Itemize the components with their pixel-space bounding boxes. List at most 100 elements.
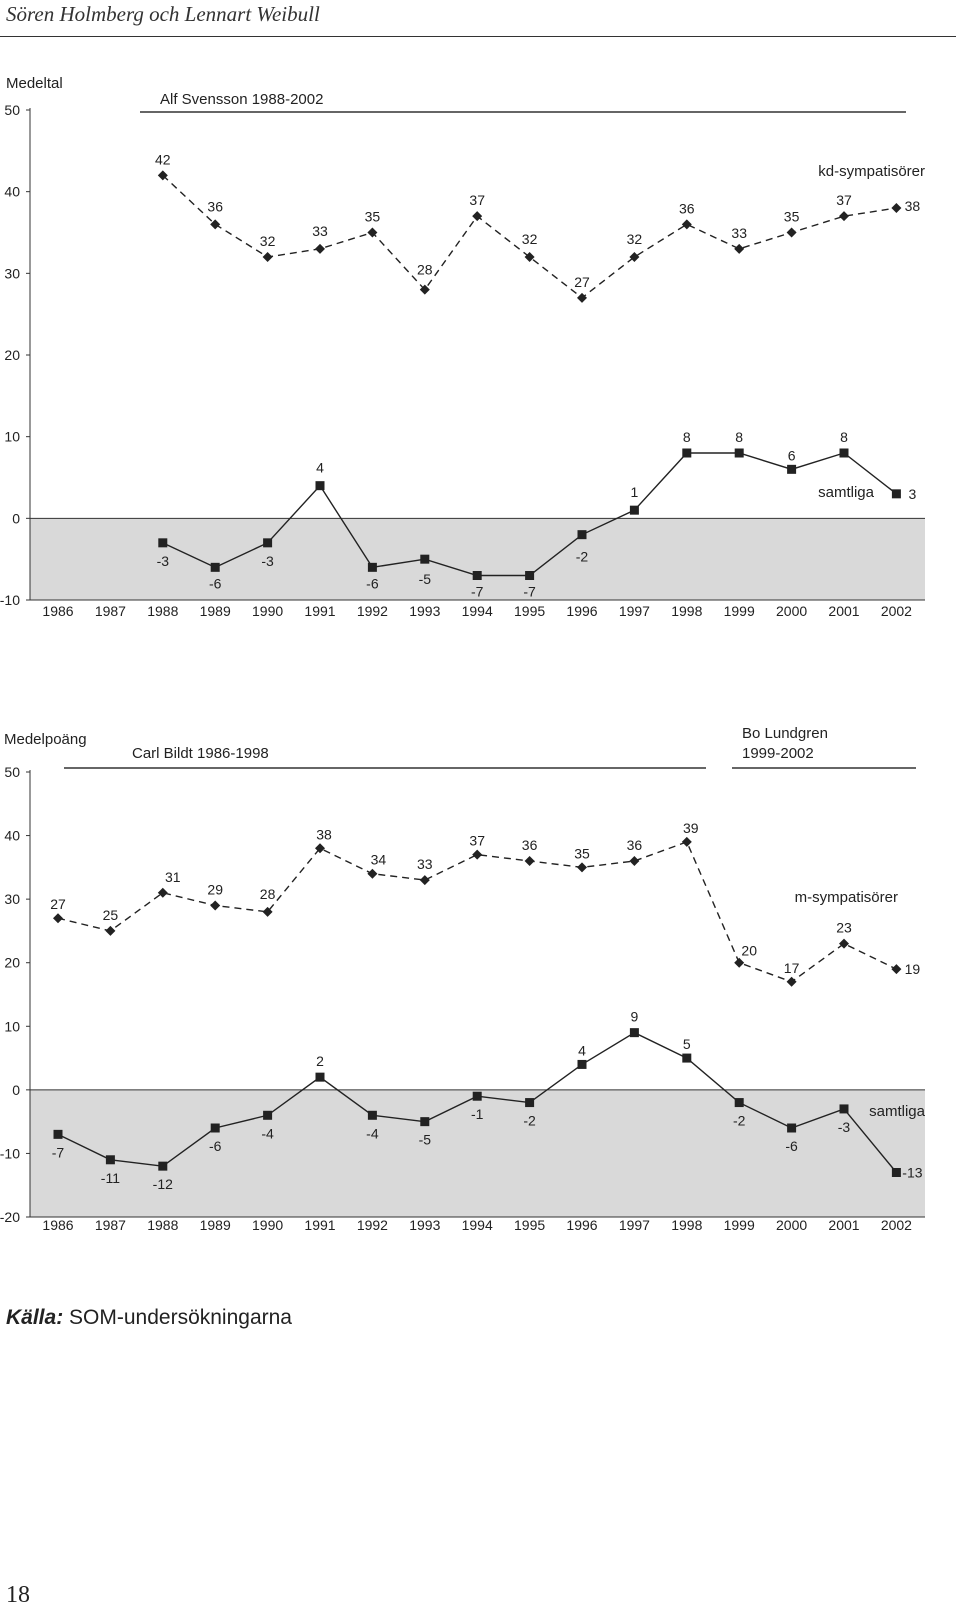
data-label: -4	[366, 1125, 379, 1141]
data-label: -2	[576, 549, 589, 565]
source-label: Källa:	[6, 1306, 64, 1329]
y-tick-label: -20	[0, 1209, 20, 1225]
data-point-square	[210, 1123, 220, 1133]
data-point-diamond	[419, 284, 430, 295]
x-tick-label: 1987	[95, 603, 126, 619]
series-name-label: m-sympatisörer	[795, 889, 898, 906]
x-tick-label: 1994	[462, 603, 493, 619]
data-point-diamond	[262, 906, 273, 917]
data-label: 37	[469, 192, 485, 208]
data-point-square	[682, 448, 692, 458]
chart-kd: -10 0 10 20 30 40 50 Medeltal 1986 1987 1988 1989 19…	[0, 75, 925, 619]
x-tick-label: 1990	[252, 1217, 283, 1233]
data-point-diamond	[53, 913, 63, 924]
data-label: 25	[103, 907, 119, 923]
data-label: 4	[578, 1042, 586, 1058]
data-label: 19	[905, 961, 921, 977]
data-point-diamond	[629, 856, 640, 866]
data-label: -7	[471, 584, 484, 600]
x-tick-label: 1999	[724, 603, 755, 619]
data-point-diamond	[105, 925, 116, 936]
y-tick-label: 0	[12, 510, 20, 526]
data-label: -3	[157, 553, 170, 569]
data-point-diamond	[786, 976, 797, 987]
data-point-diamond	[367, 868, 378, 879]
data-point-square	[734, 448, 744, 458]
data-point-square	[525, 1098, 535, 1108]
data-label: 17	[784, 960, 800, 976]
data-point-square	[53, 1129, 63, 1139]
x-tick-label: 1989	[200, 1217, 231, 1233]
data-point-square	[158, 1161, 168, 1171]
data-point-square	[891, 489, 901, 499]
data-point-diamond	[681, 219, 692, 230]
data-label: -6	[366, 575, 379, 591]
data-label: -5	[419, 571, 432, 587]
data-point-diamond	[577, 862, 587, 873]
data-point-square	[263, 1110, 273, 1120]
x-tick-label: 1996	[566, 1217, 597, 1233]
y-tick-label: 20	[4, 955, 20, 971]
data-label: -12	[153, 1176, 173, 1192]
data-point-square	[158, 538, 168, 548]
data-point-diamond	[419, 875, 430, 886]
data-point-square	[787, 464, 797, 474]
data-point-square	[629, 505, 639, 515]
y-tick-label: 10	[4, 429, 20, 445]
data-label: -6	[209, 1138, 222, 1154]
y-axis-label: Medeltal	[6, 75, 63, 92]
period-label: Bo Lundgren	[742, 725, 828, 742]
period-label: Carl Bildt 1986-1998	[132, 745, 269, 762]
data-label: -4	[261, 1125, 274, 1141]
period-label: Alf Svensson 1988-2002	[160, 91, 323, 108]
data-point-square	[839, 1104, 849, 1114]
y-tick-label: 50	[4, 102, 20, 118]
x-tick-label: 1997	[619, 1217, 650, 1233]
data-label: 8	[735, 429, 743, 445]
data-point-square	[315, 481, 325, 491]
data-point-diamond	[839, 938, 849, 949]
data-label: 28	[417, 262, 433, 278]
x-tick-label: 1992	[357, 1217, 388, 1233]
data-label: 34	[371, 852, 387, 868]
data-label: 31	[165, 869, 181, 885]
data-label: 42	[155, 151, 171, 167]
y-tick-label: 40	[4, 828, 20, 844]
data-label: 28	[260, 886, 276, 902]
data-label: 35	[365, 209, 381, 225]
data-label: 33	[312, 223, 328, 239]
running-title: Sören Holmberg och Lennart Weibull	[6, 2, 320, 26]
period-label-years: 1999-2002	[742, 745, 814, 762]
data-label: -6	[785, 1138, 798, 1154]
x-tick-label: 1998	[671, 1217, 702, 1233]
data-label: 36	[207, 198, 223, 214]
data-label: 32	[260, 233, 276, 249]
x-tick-label: 1988	[147, 1217, 178, 1233]
data-point-diamond	[472, 211, 483, 222]
x-tick-label: 1993	[409, 1217, 440, 1233]
x-tick-label: 2001	[828, 1217, 859, 1233]
x-tick-label: 2001	[828, 603, 859, 619]
data-point-diamond	[524, 856, 535, 866]
data-point-square	[315, 1072, 325, 1082]
data-point-diamond	[681, 836, 692, 847]
data-label: 8	[840, 429, 848, 445]
data-label: 33	[731, 225, 747, 241]
data-point-diamond	[210, 219, 221, 230]
data-label: 29	[207, 882, 223, 898]
data-point-square	[367, 1110, 377, 1120]
y-axis-label: Medelpoäng	[4, 731, 87, 748]
y-tick-label: 0	[12, 1082, 20, 1098]
data-label: 33	[417, 856, 433, 872]
x-tick-label: 1995	[514, 603, 545, 619]
data-label: 36	[679, 200, 695, 216]
data-point-diamond	[157, 887, 168, 898]
data-label: -3	[261, 553, 274, 569]
data-label: -1	[471, 1106, 484, 1122]
y-tick-label: -10	[0, 1145, 20, 1161]
data-label: 27	[50, 896, 66, 912]
data-label: -7	[523, 584, 536, 600]
data-label: 4	[316, 460, 324, 476]
header-rule	[0, 36, 956, 37]
data-label: 32	[627, 231, 643, 247]
